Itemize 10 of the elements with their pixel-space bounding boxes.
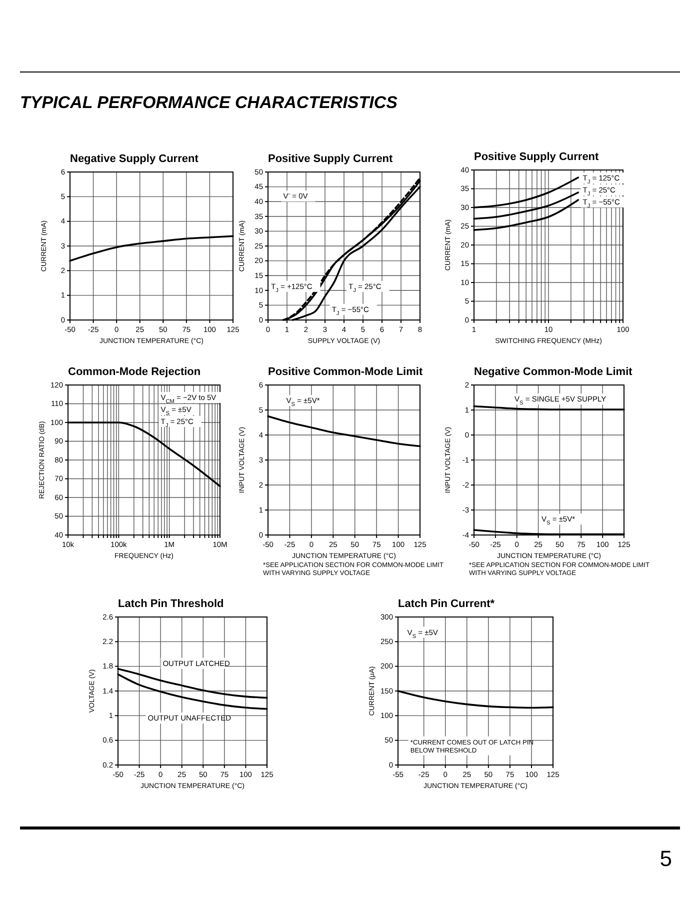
chart-title: Negative Common-Mode Limit bbox=[474, 366, 633, 378]
chart-title: Negative Supply Current bbox=[70, 153, 199, 165]
chart-title: Common-Mode Rejection bbox=[68, 366, 201, 378]
text: 5 bbox=[660, 846, 672, 871]
chart-title: Positive Common-Mode Limit bbox=[268, 366, 423, 378]
chart-title: Positive Supply Current bbox=[474, 151, 600, 163]
chart-title: Positive Supply Current bbox=[268, 153, 394, 165]
chart-title: Latch Pin Threshold bbox=[118, 598, 224, 610]
text: TYPICAL PERFORMANCE CHARACTERISTICS bbox=[20, 93, 398, 112]
chart-title: Latch Pin Current* bbox=[398, 598, 496, 610]
